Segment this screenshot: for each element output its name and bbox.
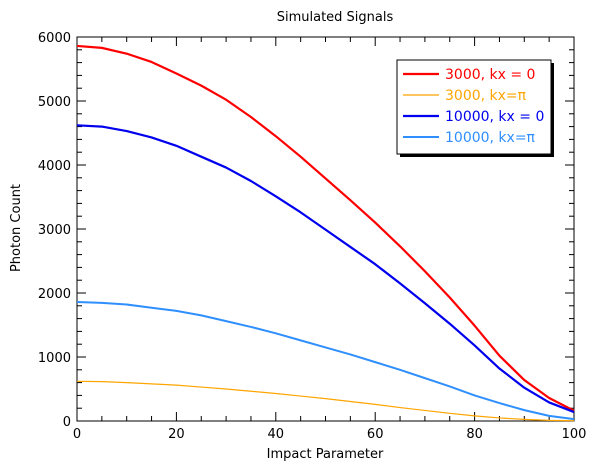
x-tick-label: 20 — [168, 427, 185, 442]
legend-label: 10000, kx = 0 — [445, 109, 544, 125]
x-axis-title: Impact Parameter — [267, 447, 384, 462]
legend-box — [396, 59, 552, 155]
y-tick-label: 6000 — [38, 31, 71, 46]
y-tick-label: 4000 — [38, 159, 71, 174]
legend: 3000, kx = 0 3000, kx=π 10000, kx = 0 10000… — [396, 59, 554, 157]
x-tick-label: 60 — [367, 427, 384, 442]
y-tick-label: 2000 — [38, 287, 71, 302]
series-line-3 — [76, 124, 575, 414]
x-tick-label: 80 — [466, 427, 483, 442]
y-tick-label: 3000 — [38, 223, 71, 238]
legend-label: 3000, kx=π — [445, 88, 527, 104]
chart-title: Simulated Signals — [277, 10, 394, 25]
y-axis-title: Photon Count — [9, 184, 24, 272]
series-line-4 — [76, 300, 575, 421]
y-tick-label: 0 — [63, 415, 71, 430]
series-line-2 — [76, 380, 575, 422]
x-tick-label: 40 — [268, 427, 285, 442]
y-tick-label: 1000 — [38, 351, 71, 366]
series-line-1 — [76, 44, 575, 412]
legend-label: 3000, kx = 0 — [445, 67, 535, 83]
y-tick-label: 5000 — [38, 95, 71, 110]
x-tick-label: 0 — [73, 427, 81, 442]
x-tick-label: 100 — [562, 427, 587, 442]
legend-label: 10000, kx=π — [445, 130, 536, 146]
